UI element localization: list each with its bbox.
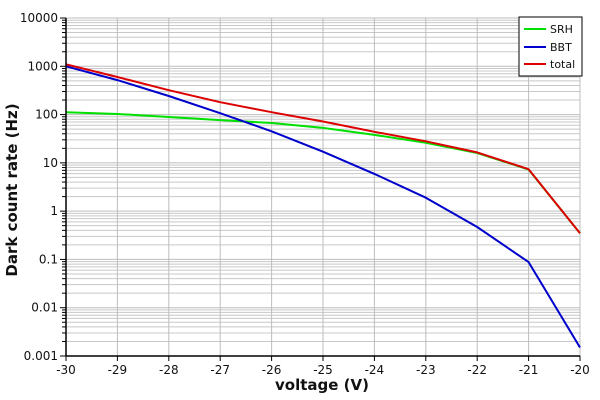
legend-label-srh: SRH [550,23,573,36]
x-tick-label: -27 [210,363,230,377]
x-tick-label: -23 [416,363,436,377]
data-series [65,63,581,349]
y-tick-label: 10000 [20,11,58,25]
x-tick-label: -25 [313,363,333,377]
series-line-total [65,63,581,234]
y-tick-label: 10 [43,156,58,170]
x-tick-label: -21 [519,363,539,377]
y-tick-label: 100 [35,108,58,122]
y-axis-ticks: 0.001 0.01 0.1 1 10 100 1000 10000 [20,11,66,363]
y-axis-title: Dark count rate (Hz) [3,103,21,276]
x-tick-label: -29 [108,363,128,377]
legend-item-total: total [524,58,575,71]
y-tick-label: 0.1 [39,252,58,266]
y-tick-label: 0.001 [24,349,58,363]
grid-lines [65,17,581,357]
x-axis-ticks: -30 -29 -28 -27 -26 -25 -24 -23 -22 -21 -20 [56,356,590,377]
x-tick-label: -28 [159,363,179,377]
y-tick-label: 1000 [27,59,58,73]
series-line-bbt [65,65,581,349]
legend-box [518,16,583,77]
x-tick-label: -22 [467,363,487,377]
legend-label-bbt: BBT [550,41,572,54]
x-tick-label: -20 [570,363,590,377]
x-tick-label: -26 [262,363,282,377]
y-tick-label: 1 [50,204,58,218]
legend-label-total: total [550,58,575,71]
y-tick-label: 0.01 [31,301,58,315]
x-axis-title: voltage (V) [275,376,369,394]
x-tick-label: -30 [56,363,76,377]
x-tick-label: -24 [365,363,385,377]
legend: SRH BBT total [518,16,583,77]
legend-item-srh: SRH [524,23,573,36]
legend-item-bbt: BBT [524,41,572,54]
